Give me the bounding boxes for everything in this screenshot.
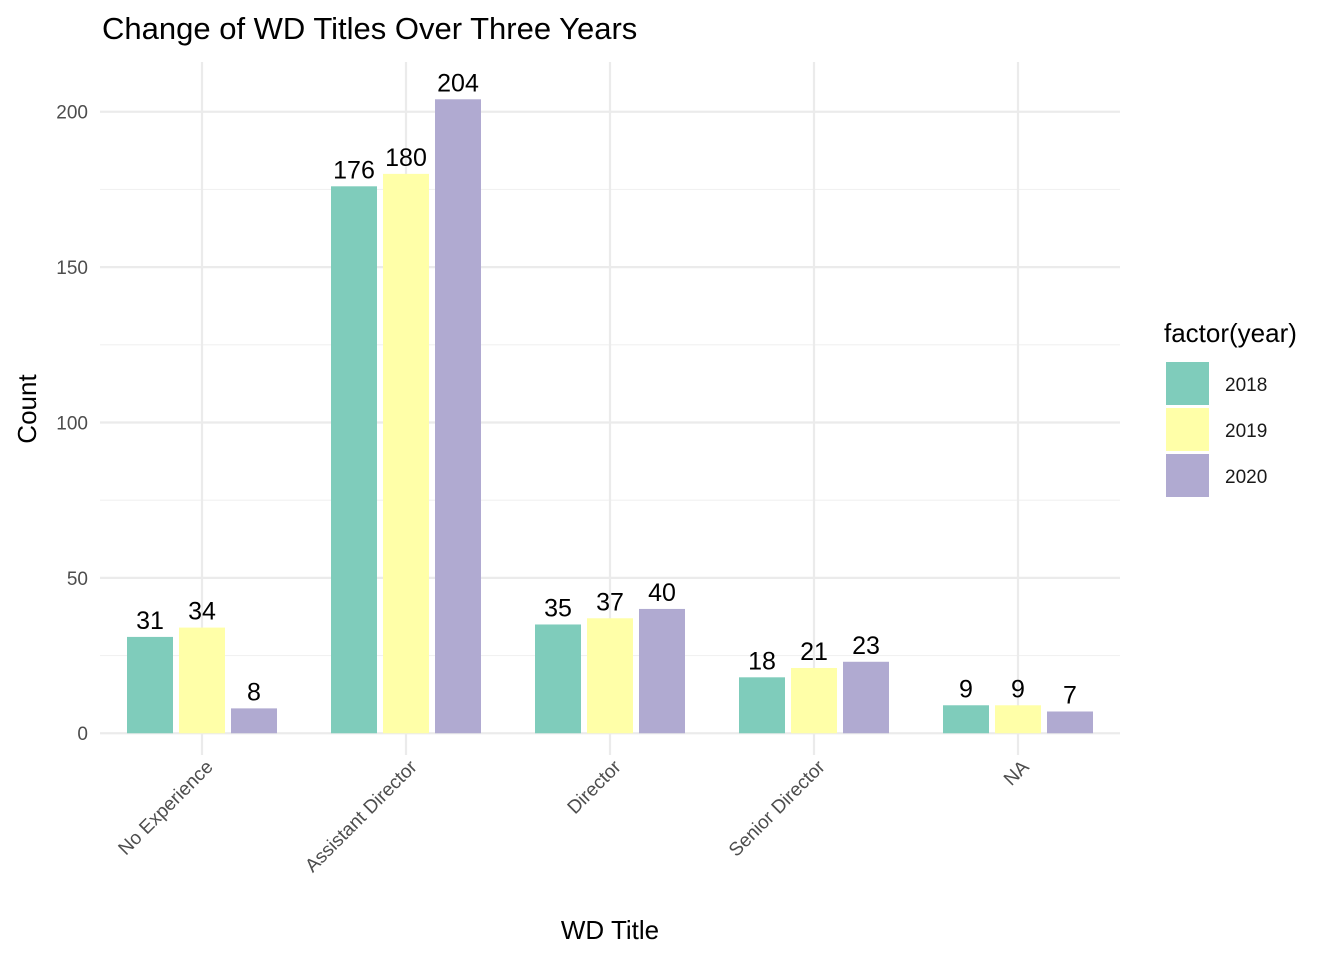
bar-2020 xyxy=(231,708,277,734)
data-label: 40 xyxy=(648,579,676,607)
data-label: 9 xyxy=(1011,675,1025,703)
legend-key-2020 xyxy=(1166,454,1209,497)
legend: factor(year) 2018 2019 2020 xyxy=(1164,318,1297,497)
bar-2019 xyxy=(995,705,1041,734)
y-tick-label: 200 xyxy=(56,103,88,124)
legend-label: 2018 xyxy=(1225,375,1267,396)
y-axis: 0 50 100 150 200 xyxy=(56,103,88,746)
legend-label: 2019 xyxy=(1225,421,1267,442)
data-label: 7 xyxy=(1063,681,1077,709)
legend-title: factor(year) xyxy=(1164,318,1297,348)
chart-title: Change of WD Titles Over Three Years xyxy=(102,11,637,46)
bar-2019 xyxy=(791,667,837,734)
data-label: 204 xyxy=(437,69,479,97)
x-tick-label: Director xyxy=(564,756,626,818)
x-axis: No Experience Assistant Director Director S… xyxy=(115,756,1034,877)
y-axis-title: Count xyxy=(12,374,42,444)
data-label: 31 xyxy=(136,607,164,635)
y-tick-label: 150 xyxy=(56,258,88,279)
bar-2018 xyxy=(127,636,173,734)
x-tick-label: Assistant Director xyxy=(301,756,422,877)
x-tick-label: Senior Director xyxy=(725,756,830,861)
bar-2020 xyxy=(639,608,685,734)
data-label: 34 xyxy=(188,598,216,626)
bar-2018 xyxy=(535,624,581,734)
data-label: 8 xyxy=(247,678,261,706)
legend-key-2018 xyxy=(1166,362,1209,405)
data-label: 35 xyxy=(544,594,572,622)
data-labels: 31 34 8 176 180 204 35 37 40 18 21 23 9 9 7 xyxy=(136,69,1077,709)
y-tick-label: 50 xyxy=(67,569,88,590)
bar-2018 xyxy=(943,705,989,734)
bar-2019 xyxy=(383,173,429,734)
y-tick-label: 0 xyxy=(77,724,88,745)
bars xyxy=(127,99,1093,734)
bar-2020 xyxy=(843,661,889,734)
x-tick-label: NA xyxy=(1000,756,1034,790)
legend-key-2019 xyxy=(1166,408,1209,451)
bar-2019 xyxy=(587,618,633,734)
data-label: 23 xyxy=(852,632,880,660)
bar-2020 xyxy=(435,99,481,734)
data-label: 180 xyxy=(385,144,427,172)
y-tick-label: 100 xyxy=(56,413,88,434)
legend-label: 2020 xyxy=(1225,467,1267,488)
x-axis-title: WD Title xyxy=(561,915,659,945)
bar-2019 xyxy=(179,627,225,734)
bar-2018 xyxy=(331,186,377,734)
data-label: 176 xyxy=(333,156,375,184)
x-tick-label: No Experience xyxy=(115,757,218,860)
data-label: 18 xyxy=(748,647,776,675)
data-label: 37 xyxy=(596,588,624,616)
data-label: 21 xyxy=(800,638,828,666)
bar-2020 xyxy=(1047,711,1093,734)
bar-2018 xyxy=(739,677,785,734)
data-label: 9 xyxy=(959,675,973,703)
